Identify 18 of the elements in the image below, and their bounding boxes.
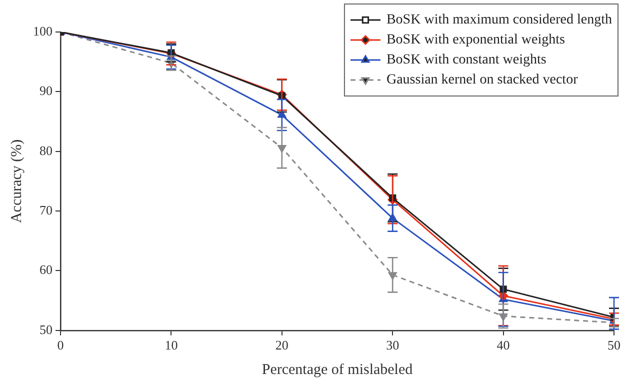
x-tick-label: 0: [57, 338, 64, 353]
y-axis-title: Accuracy (%): [8, 139, 25, 224]
y-tick-label: 80: [40, 142, 52, 158]
y-tick-label: 50: [40, 322, 52, 337]
x-tick-label: 20: [275, 338, 288, 353]
y-tick-label: 60: [40, 262, 52, 278]
y-tick-label: 100: [33, 23, 52, 38]
y-tick-label: 70: [40, 202, 52, 218]
legend-label: Gaussian kernel on stacked vector: [386, 72, 578, 88]
x-tick-label: 50: [608, 338, 620, 353]
x-tick-label: 30: [386, 338, 400, 353]
legend-label: BoSK with maximum considered length: [386, 12, 612, 28]
x-tick-label: 10: [164, 338, 178, 353]
legend-label: BoSK with constant weights: [386, 52, 546, 68]
x-tick-label: 40: [496, 338, 510, 353]
legend-label: BoSK with exponential weights: [386, 32, 565, 48]
y-tick-label: 90: [40, 83, 52, 98]
x-axis-title: Percentage of mislabeled: [262, 362, 414, 378]
